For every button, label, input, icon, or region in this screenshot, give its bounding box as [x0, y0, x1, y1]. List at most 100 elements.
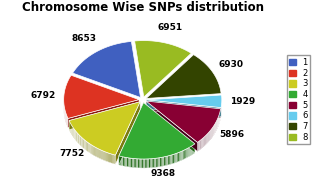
Polygon shape [81, 137, 82, 147]
Polygon shape [148, 159, 149, 168]
Polygon shape [204, 137, 205, 146]
Polygon shape [144, 102, 195, 153]
Polygon shape [136, 159, 138, 168]
Polygon shape [110, 154, 111, 163]
Polygon shape [68, 100, 139, 128]
Polygon shape [92, 145, 93, 155]
Polygon shape [95, 147, 96, 157]
Polygon shape [146, 101, 221, 118]
Polygon shape [89, 143, 90, 153]
Polygon shape [175, 153, 177, 163]
Polygon shape [98, 149, 99, 158]
Polygon shape [146, 55, 221, 98]
Polygon shape [215, 123, 216, 132]
Polygon shape [91, 144, 92, 154]
Polygon shape [73, 128, 74, 137]
Polygon shape [192, 145, 193, 155]
Polygon shape [160, 158, 161, 167]
Polygon shape [78, 134, 79, 143]
Polygon shape [209, 131, 210, 141]
Polygon shape [182, 151, 183, 160]
Polygon shape [186, 148, 188, 158]
Polygon shape [88, 143, 89, 152]
Polygon shape [161, 157, 163, 167]
Polygon shape [146, 101, 221, 142]
Polygon shape [194, 144, 195, 154]
Polygon shape [143, 159, 145, 168]
Polygon shape [158, 158, 160, 167]
Polygon shape [102, 151, 103, 160]
Polygon shape [139, 159, 140, 168]
Polygon shape [132, 158, 134, 168]
Polygon shape [111, 154, 112, 163]
Polygon shape [82, 138, 83, 147]
Polygon shape [203, 137, 204, 147]
Polygon shape [140, 159, 142, 168]
Polygon shape [80, 136, 81, 146]
Polygon shape [199, 141, 200, 150]
Polygon shape [71, 125, 72, 134]
Polygon shape [146, 101, 197, 151]
Polygon shape [138, 159, 139, 168]
Polygon shape [84, 140, 85, 149]
Polygon shape [135, 159, 136, 168]
Polygon shape [145, 159, 146, 168]
Polygon shape [173, 154, 174, 164]
Polygon shape [106, 152, 107, 162]
Polygon shape [147, 95, 222, 108]
Polygon shape [103, 151, 104, 160]
Polygon shape [79, 135, 80, 145]
Polygon shape [105, 152, 106, 161]
Polygon shape [124, 157, 125, 166]
Polygon shape [115, 102, 140, 164]
Polygon shape [121, 157, 123, 166]
Polygon shape [198, 141, 199, 151]
Polygon shape [74, 129, 75, 139]
Polygon shape [202, 138, 203, 148]
Legend: 1, 2, 3, 4, 5, 6, 7, 8: 1, 2, 3, 4, 5, 6, 7, 8 [287, 55, 310, 144]
Polygon shape [168, 156, 169, 165]
Polygon shape [214, 124, 215, 134]
Polygon shape [150, 159, 152, 168]
Polygon shape [191, 146, 192, 156]
Polygon shape [211, 129, 212, 139]
Polygon shape [156, 158, 157, 167]
Polygon shape [87, 142, 88, 152]
Polygon shape [108, 153, 109, 162]
Polygon shape [210, 130, 211, 140]
Text: 1929: 1929 [230, 97, 256, 106]
Polygon shape [112, 154, 113, 164]
Polygon shape [90, 144, 91, 153]
Polygon shape [208, 132, 209, 142]
Polygon shape [93, 146, 94, 156]
Polygon shape [207, 134, 208, 143]
Polygon shape [119, 156, 120, 165]
Title: Chromosome Wise SNPs distribution: Chromosome Wise SNPs distribution [22, 1, 264, 14]
Polygon shape [200, 140, 201, 150]
Polygon shape [172, 155, 173, 164]
Polygon shape [178, 152, 179, 162]
Polygon shape [163, 157, 164, 166]
Text: 7752: 7752 [60, 148, 85, 158]
Polygon shape [127, 158, 128, 167]
Polygon shape [128, 158, 129, 167]
Polygon shape [70, 123, 71, 133]
Polygon shape [67, 117, 68, 127]
Polygon shape [134, 41, 191, 97]
Polygon shape [170, 155, 172, 164]
Polygon shape [213, 126, 214, 135]
Polygon shape [77, 133, 78, 143]
Polygon shape [119, 102, 144, 165]
Polygon shape [99, 149, 100, 159]
Polygon shape [164, 157, 165, 166]
Polygon shape [83, 138, 84, 148]
Polygon shape [94, 147, 95, 156]
Polygon shape [96, 148, 97, 157]
Polygon shape [146, 159, 148, 168]
Polygon shape [167, 156, 168, 165]
Polygon shape [72, 126, 73, 136]
Polygon shape [212, 127, 213, 137]
Polygon shape [149, 159, 150, 168]
Polygon shape [125, 157, 127, 167]
Polygon shape [104, 151, 105, 161]
